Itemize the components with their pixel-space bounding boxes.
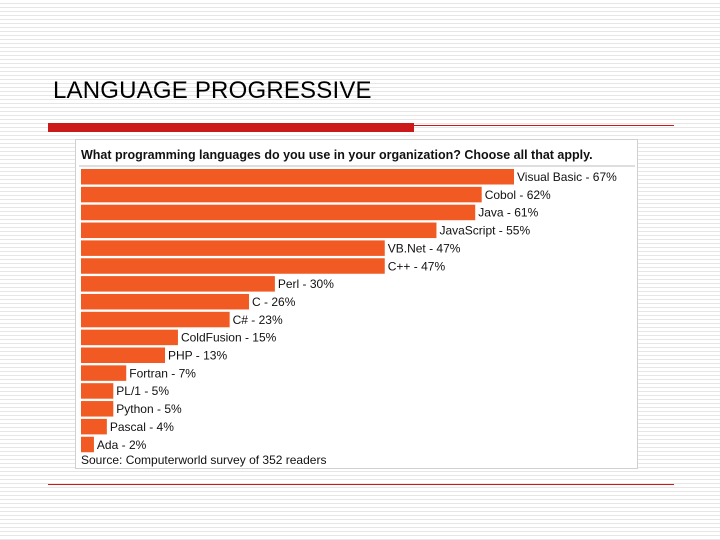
chart-title: What programming languages do you use in…: [81, 148, 593, 162]
bar-c: [81, 293, 250, 310]
bar-pascal: [81, 418, 107, 435]
footer-accent-line: [48, 484, 674, 485]
bar-label: Ada - 2%: [97, 438, 147, 452]
bar-cobol: [81, 186, 482, 203]
bar-label: VB.Net - 47%: [388, 241, 461, 255]
bar-label: Cobol - 62%: [485, 188, 551, 202]
slide-title: LANGUAGE PROGRESSIVE: [53, 77, 372, 104]
bar-javascript: [81, 222, 437, 239]
chart-panel: What programming languages do you use in…: [75, 139, 638, 469]
bar-c-: [81, 258, 385, 274]
bar-label: Python - 5%: [116, 402, 182, 416]
bar-label: Fortran - 7%: [129, 366, 196, 380]
bar-label: Java - 61%: [478, 206, 538, 220]
bar-label: C++ - 47%: [388, 259, 446, 273]
bar-perl: [81, 276, 275, 292]
bar-java: [81, 204, 476, 221]
bar-label: Pascal - 4%: [110, 420, 174, 434]
bar-pl-1: [81, 383, 114, 399]
bar-label: PHP - 13%: [168, 349, 227, 363]
title-accent-line: [414, 125, 674, 126]
bar-php: [81, 347, 166, 363]
bar-coldfusion: [81, 329, 178, 346]
bar-label: Perl - 30%: [278, 277, 334, 291]
bar-chart: What programming languages do you use in…: [79, 148, 635, 467]
title-accent-bar: [48, 123, 414, 132]
bar-python: [81, 401, 114, 417]
bar-visual-basic: [81, 169, 514, 185]
bar-ada: [81, 436, 94, 453]
bar-c-: [81, 311, 230, 328]
bar-label: Visual Basic - 67%: [517, 170, 617, 184]
bar-label: JavaScript - 55%: [439, 224, 530, 238]
bar-fortran: [81, 365, 127, 381]
bar-vb-net: [81, 240, 385, 256]
bar-labels-group: Visual Basic - 67% Cobol - 62% Java - 61% J…: [97, 170, 617, 452]
bar-label: C# - 23%: [233, 313, 283, 327]
bar-label: PL/1 - 5%: [116, 384, 169, 398]
bar-label: ColdFusion - 15%: [181, 331, 277, 345]
chart-source: Source: Computerworld survey of 352 read…: [81, 453, 326, 467]
bar-label: C - 26%: [252, 295, 296, 309]
bars-group: [81, 169, 514, 453]
